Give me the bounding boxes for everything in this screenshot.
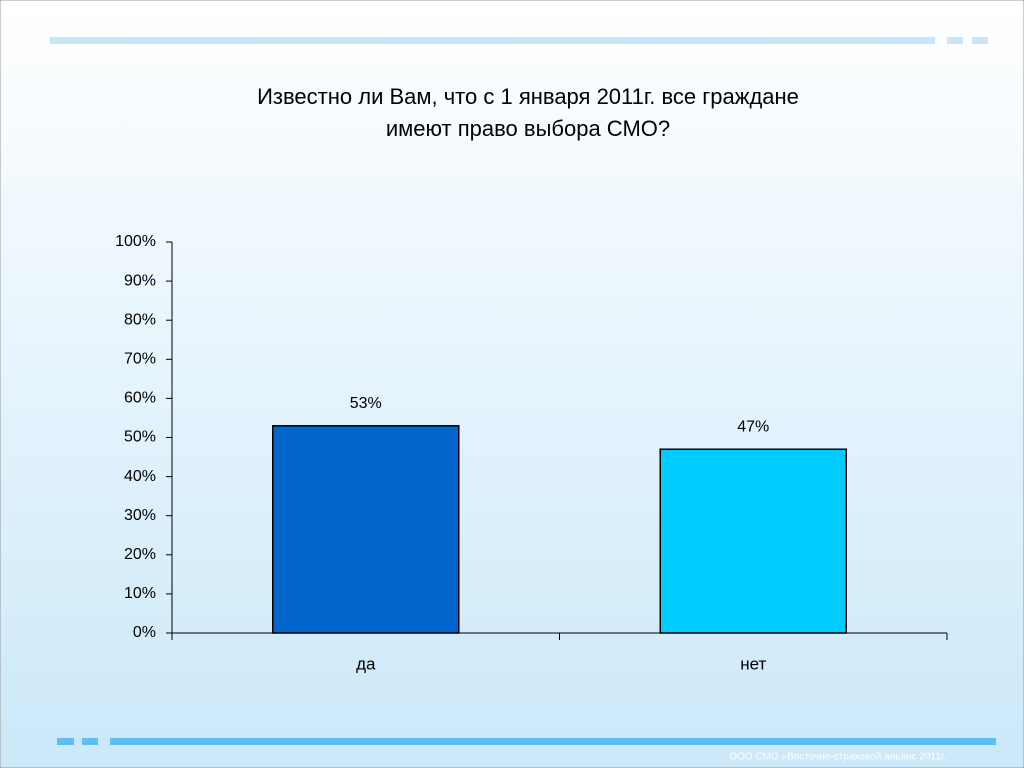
y-tick-label: 100% bbox=[115, 233, 156, 250]
y-tick-label: 30% bbox=[124, 507, 156, 524]
top-dash bbox=[947, 37, 963, 44]
value-label: 47% bbox=[737, 418, 769, 435]
x-tick-label: нет bbox=[740, 654, 766, 673]
y-tick-label: 90% bbox=[124, 272, 156, 289]
bottom-stripe bbox=[110, 738, 996, 745]
y-tick-label: 70% bbox=[124, 351, 156, 368]
bar bbox=[659, 448, 847, 634]
chart-title: Известно ли Вам, что с 1 января 2011г. в… bbox=[257, 84, 799, 109]
top-dash bbox=[972, 37, 988, 44]
y-tick-label: 60% bbox=[124, 390, 156, 407]
y-tick-label: 10% bbox=[124, 585, 156, 602]
top-stripe bbox=[50, 37, 935, 44]
bottom-dash bbox=[57, 738, 74, 745]
x-tick-label: да bbox=[356, 654, 376, 673]
footer: ООО СМО «Восточно-страховой альянс 2011г… bbox=[729, 752, 946, 763]
y-tick-label: 80% bbox=[124, 311, 156, 328]
y-tick-label: 50% bbox=[124, 429, 156, 446]
bar bbox=[272, 425, 460, 634]
bottom-dash bbox=[82, 738, 98, 745]
y-tick-label: 0% bbox=[133, 624, 156, 641]
y-tick-label: 40% bbox=[124, 468, 156, 485]
y-tick-label: 20% bbox=[124, 546, 156, 563]
value-label: 53% bbox=[350, 395, 382, 412]
chart-title: имеют право выбора СМО? bbox=[386, 116, 670, 141]
